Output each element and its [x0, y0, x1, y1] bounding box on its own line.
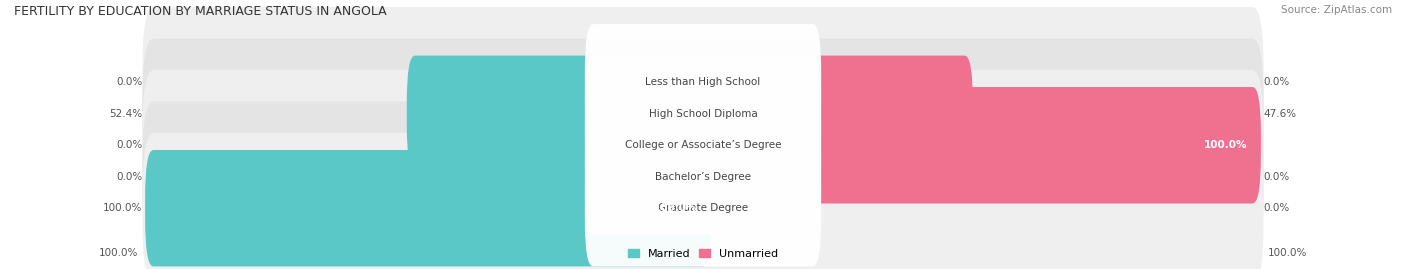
Text: 100.0%: 100.0%	[1204, 140, 1247, 150]
FancyBboxPatch shape	[695, 56, 973, 172]
Text: 0.0%: 0.0%	[117, 140, 142, 150]
FancyBboxPatch shape	[585, 24, 821, 140]
Text: Graduate Degree: Graduate Degree	[658, 203, 748, 213]
Text: Source: ZipAtlas.com: Source: ZipAtlas.com	[1281, 5, 1392, 15]
FancyBboxPatch shape	[145, 150, 711, 266]
Text: 100.0%: 100.0%	[103, 203, 142, 213]
Text: 0.0%: 0.0%	[1264, 172, 1289, 182]
Text: 0.0%: 0.0%	[117, 77, 142, 87]
FancyBboxPatch shape	[585, 119, 821, 235]
FancyBboxPatch shape	[585, 87, 821, 203]
Text: 0.0%: 0.0%	[1264, 203, 1289, 213]
Text: 100.0%: 100.0%	[1268, 248, 1308, 258]
Text: 0.0%: 0.0%	[1264, 77, 1289, 87]
Text: Bachelor’s Degree: Bachelor’s Degree	[655, 172, 751, 182]
FancyBboxPatch shape	[585, 150, 821, 266]
Legend: Married, Unmarried: Married, Unmarried	[623, 245, 783, 263]
Text: 52.4%: 52.4%	[110, 109, 142, 119]
FancyBboxPatch shape	[406, 56, 711, 172]
Text: College or Associate’s Degree: College or Associate’s Degree	[624, 140, 782, 150]
Text: High School Diploma: High School Diploma	[648, 109, 758, 119]
FancyBboxPatch shape	[142, 38, 1264, 189]
FancyBboxPatch shape	[142, 133, 1264, 269]
Text: 47.6%: 47.6%	[1264, 109, 1296, 119]
Text: Less than High School: Less than High School	[645, 77, 761, 87]
Text: 100.0%: 100.0%	[654, 203, 697, 213]
FancyBboxPatch shape	[142, 101, 1264, 252]
FancyBboxPatch shape	[142, 70, 1264, 221]
FancyBboxPatch shape	[695, 87, 1261, 203]
FancyBboxPatch shape	[142, 7, 1264, 158]
Text: 100.0%: 100.0%	[98, 248, 138, 258]
Text: 0.0%: 0.0%	[117, 172, 142, 182]
FancyBboxPatch shape	[585, 56, 821, 172]
Text: FERTILITY BY EDUCATION BY MARRIAGE STATUS IN ANGOLA: FERTILITY BY EDUCATION BY MARRIAGE STATU…	[14, 5, 387, 18]
